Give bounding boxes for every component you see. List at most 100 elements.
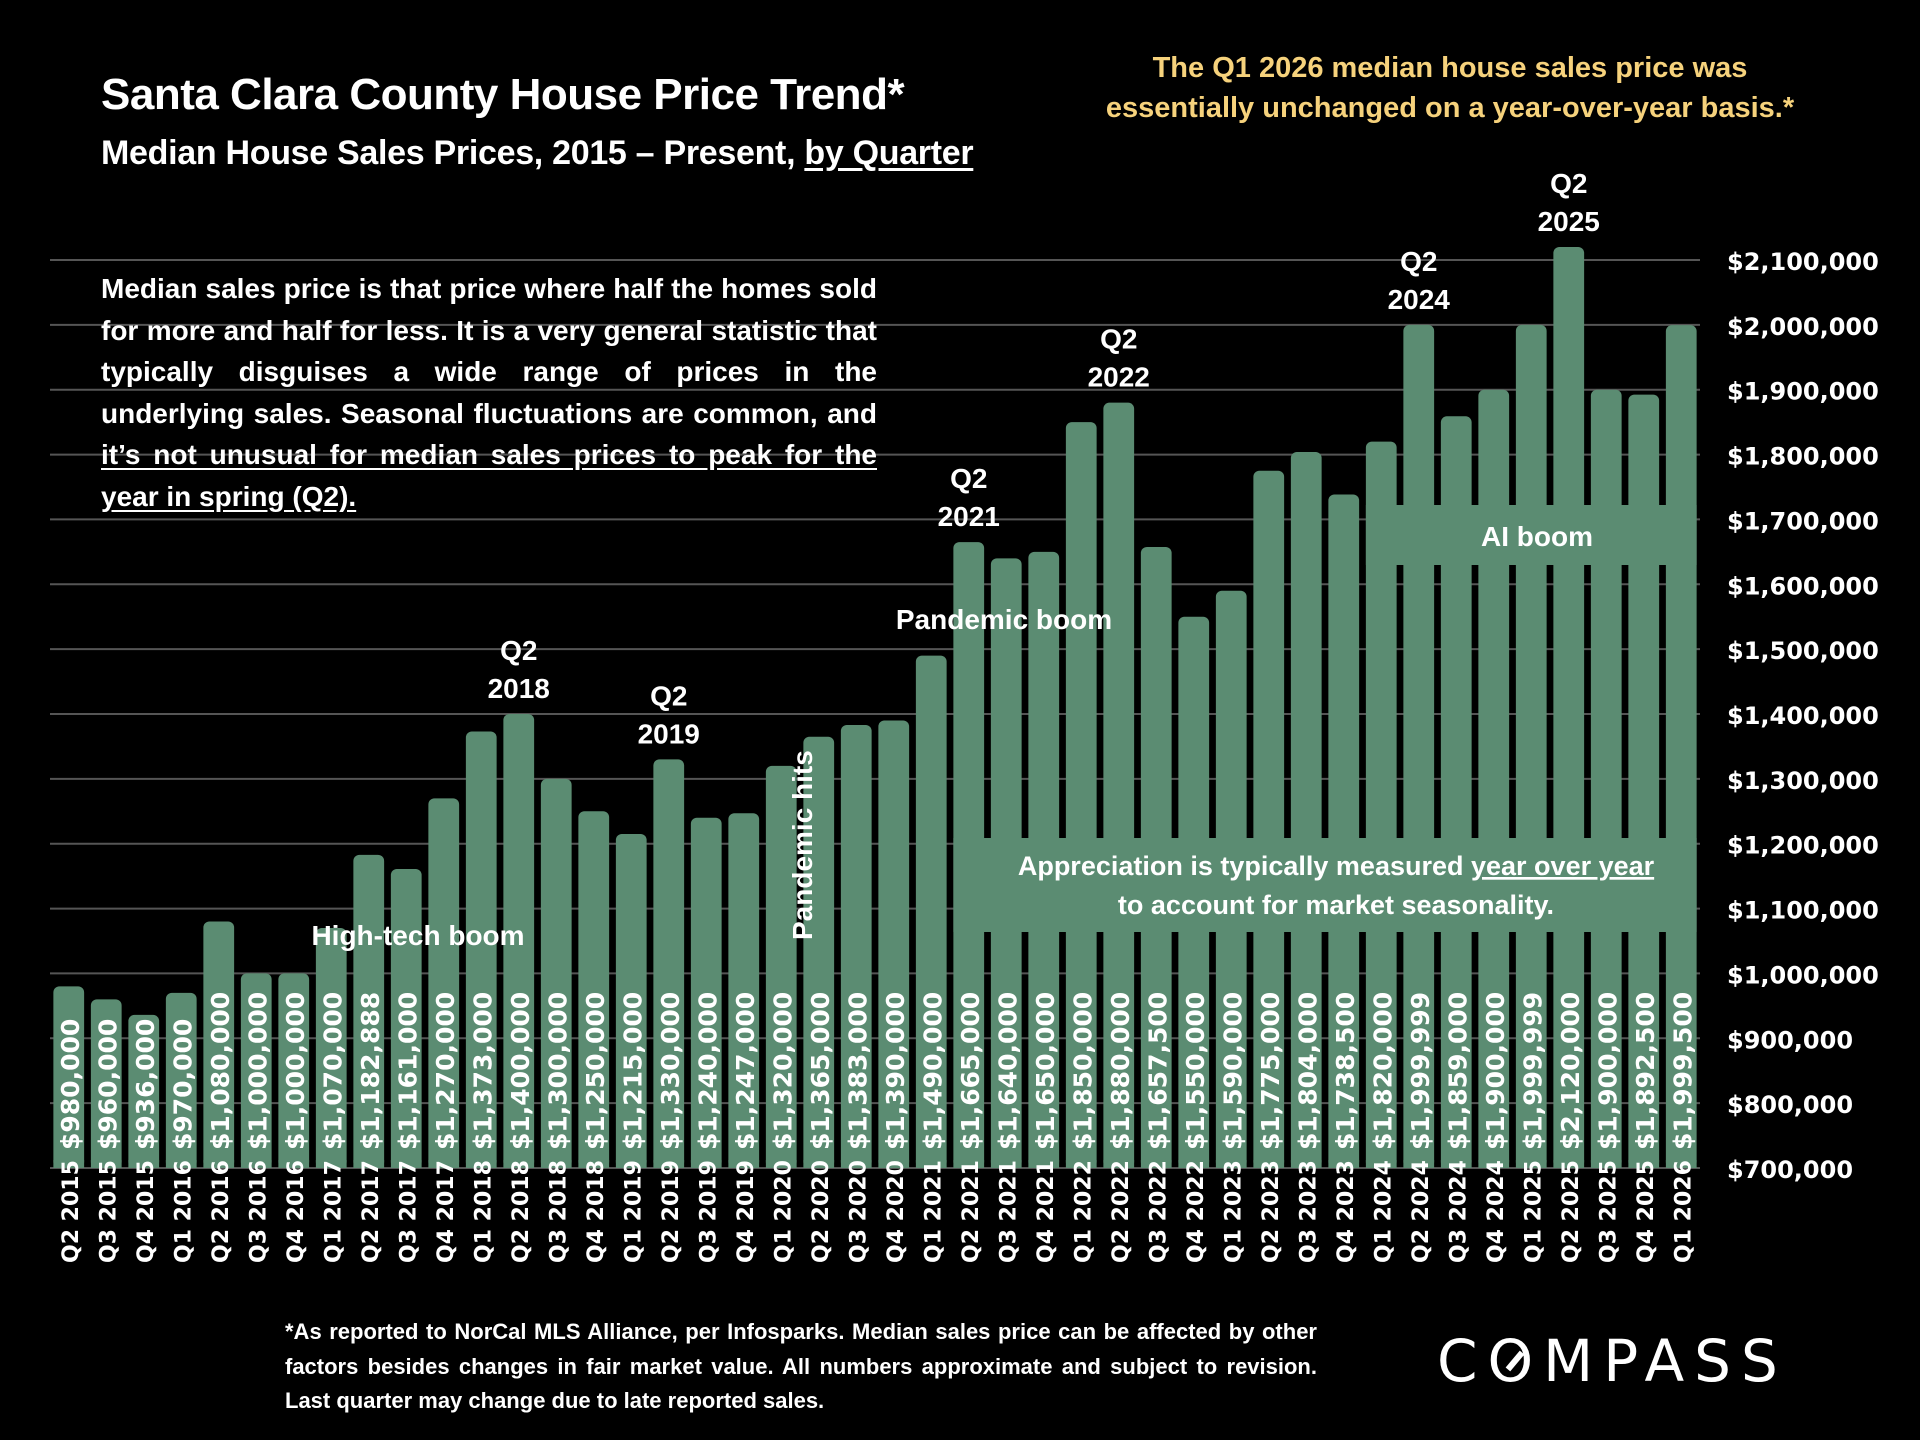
bar xyxy=(728,813,760,1168)
bar xyxy=(278,973,310,1168)
x-tick-label: Q2 2016 xyxy=(209,1160,234,1263)
x-tick-label: Q1 2020 xyxy=(771,1160,796,1263)
bar xyxy=(1440,416,1472,1168)
x-tick-label: Q4 2018 xyxy=(584,1160,609,1263)
data-label: $1,650,000 xyxy=(1031,992,1060,1150)
bar-base xyxy=(1628,1160,1660,1168)
bar-base xyxy=(653,1160,685,1168)
x-tick-label: Q4 2025 xyxy=(1634,1160,1659,1263)
bar-base xyxy=(128,1160,160,1168)
x-tick-label: Q3 2024 xyxy=(1446,1160,1471,1263)
x-tick-label: Q2 2025 xyxy=(1559,1160,1584,1263)
bar-base xyxy=(1253,1160,1285,1168)
yoy-note-line-2: to account for market seasonality. xyxy=(1118,890,1554,920)
data-label: $936,000 xyxy=(131,1019,160,1150)
bar-base xyxy=(690,1160,722,1168)
data-label: $1,390,000 xyxy=(881,992,910,1150)
peak-label-quarter: Q2 xyxy=(950,463,987,494)
x-tick-label: Q2 2021 xyxy=(959,1160,984,1263)
bar xyxy=(878,720,910,1168)
bar xyxy=(1628,394,1660,1168)
bar xyxy=(128,1014,160,1168)
bar xyxy=(240,973,272,1168)
bar xyxy=(1103,402,1135,1169)
yoy-callout: The Q1 2026 median house sales price was… xyxy=(1050,48,1850,128)
compass-logo: COMPASS xyxy=(1437,1327,1788,1395)
peak-label-year: 2019 xyxy=(638,718,700,749)
data-label: $1,665,000 xyxy=(956,992,985,1150)
data-label: $1,859,000 xyxy=(1443,992,1472,1150)
logo-o-icon: O xyxy=(1487,1327,1544,1395)
data-label: $1,820,000 xyxy=(1368,992,1397,1150)
bar-base xyxy=(1065,1160,1097,1168)
data-label: $1,330,000 xyxy=(656,992,685,1150)
data-label: $1,320,000 xyxy=(768,992,797,1150)
data-label: $1,590,000 xyxy=(1218,992,1247,1150)
bar-base xyxy=(878,1160,910,1168)
peak-label-year: 2021 xyxy=(938,501,1000,532)
logo-c: C xyxy=(1437,1327,1488,1395)
bar-base xyxy=(728,1160,760,1168)
data-label: $1,880,000 xyxy=(1106,992,1135,1150)
bar-base xyxy=(540,1160,572,1168)
x-tick-label: Q3 2016 xyxy=(246,1160,271,1263)
bar-base xyxy=(1515,1160,1547,1168)
subtitle-underlined: by Quarter xyxy=(804,134,974,172)
y-tick-label: $1,700,000 xyxy=(1727,507,1879,535)
period-annotation: Pandemic boom xyxy=(896,604,1112,635)
bar-base xyxy=(90,1160,122,1168)
x-tick-label: Q3 2020 xyxy=(846,1160,871,1263)
data-label: $2,120,000 xyxy=(1556,992,1585,1150)
bar xyxy=(690,817,722,1168)
data-label: $1,490,000 xyxy=(918,992,947,1150)
data-label: $1,080,000 xyxy=(206,992,235,1150)
x-tick-label: Q3 2025 xyxy=(1596,1160,1621,1263)
x-tick-label: Q1 2023 xyxy=(1221,1160,1246,1263)
explanation-text: Median sales price is that price where h… xyxy=(101,273,877,429)
bar-base xyxy=(165,1160,197,1168)
bar-base xyxy=(53,1160,85,1168)
data-label: $1,640,000 xyxy=(993,992,1022,1150)
peak-label-year: 2018 xyxy=(488,673,550,704)
data-label: $1,999,500 xyxy=(1668,992,1697,1150)
y-tick-label: $1,400,000 xyxy=(1727,702,1879,730)
bar-base xyxy=(390,1160,422,1168)
x-tick-label: Q2 2023 xyxy=(1259,1160,1284,1263)
bar-base xyxy=(353,1160,385,1168)
x-tick-label: Q2 2022 xyxy=(1109,1160,1134,1263)
x-tick-label: Q1 2018 xyxy=(471,1160,496,1263)
bar-base xyxy=(1665,1160,1697,1168)
y-tick-label: $1,000,000 xyxy=(1727,961,1879,989)
bar-base xyxy=(840,1160,872,1168)
peak-annotation: Q2 2025 xyxy=(1538,168,1600,237)
bar-base xyxy=(428,1160,460,1168)
logo-rest: MPASS xyxy=(1543,1327,1788,1395)
bar xyxy=(353,854,385,1168)
x-tick-label: Q1 2021 xyxy=(921,1160,946,1263)
data-label: $1,161,000 xyxy=(393,992,422,1150)
data-label: $1,775,000 xyxy=(1256,992,1285,1150)
peak-label-year: 2024 xyxy=(1388,284,1451,315)
explanation-underlined: it’s not unusual for median sales prices… xyxy=(101,439,877,512)
data-label: $1,300,000 xyxy=(543,992,572,1150)
period-annotation: High-tech boom xyxy=(311,920,524,951)
bar-base xyxy=(1553,1160,1585,1168)
bar xyxy=(803,736,835,1168)
bar-base xyxy=(1140,1160,1172,1168)
y-tick-label: $1,900,000 xyxy=(1727,378,1879,406)
y-tick-label: $2,000,000 xyxy=(1727,313,1879,341)
bars xyxy=(53,247,1697,1169)
bar xyxy=(1328,494,1360,1168)
bar-base xyxy=(1590,1160,1622,1168)
bar xyxy=(165,992,197,1168)
bar-base xyxy=(315,1160,347,1168)
bar-base xyxy=(1365,1160,1397,1168)
x-tick-label: Q1 2022 xyxy=(1071,1160,1096,1263)
yoy-note-band xyxy=(953,838,1697,932)
y-tick-label: $2,100,000 xyxy=(1727,248,1879,276)
x-tick-label: Q4 2022 xyxy=(1184,1160,1209,1263)
x-tick-label: Q4 2017 xyxy=(434,1160,459,1263)
data-label: $1,373,000 xyxy=(468,992,497,1150)
x-tick-label: Q2 2015 xyxy=(59,1160,84,1263)
bar xyxy=(540,778,572,1168)
